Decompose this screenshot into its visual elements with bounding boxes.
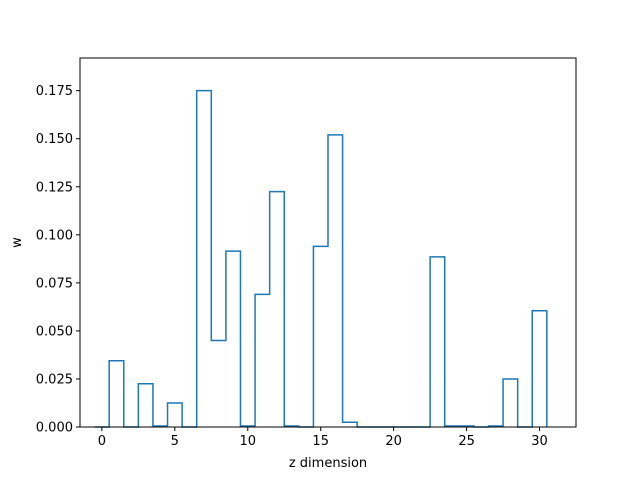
x-tick-label: 0: [98, 434, 106, 449]
y-tick-label: 0.050: [36, 324, 73, 339]
bar-23: [430, 257, 445, 427]
x-axis-ticks: 0 5 10 15 20 25 30: [98, 427, 548, 449]
x-axis-label: z dimension: [289, 456, 367, 471]
x-tick-label: 5: [171, 434, 179, 449]
x-tick-label: 20: [385, 434, 402, 449]
axes-frame: [79, 57, 577, 428]
y-tick-label: 0.025: [36, 372, 73, 387]
x-tick-label: 30: [531, 434, 548, 449]
bar-28: [503, 379, 518, 427]
x-tick-label: 15: [312, 434, 329, 449]
y-axis-label: w: [10, 237, 25, 248]
x-tick-label: 10: [239, 434, 256, 449]
bar-11: [255, 294, 270, 427]
bar-7: [197, 91, 212, 427]
y-tick-label: 0.150: [36, 132, 73, 147]
y-tick-label: 0.000: [36, 421, 73, 436]
x-tick-label: 25: [458, 434, 475, 449]
y-axis-ticks: 0.000 0.025 0.050 0.075 0.100 0.125 0.150 0.175: [36, 84, 80, 436]
bar-3: [138, 384, 153, 427]
bar-15: [313, 246, 328, 427]
y-tick-label: 0.175: [36, 84, 73, 99]
bar-12: [270, 192, 285, 427]
bar-8: [211, 341, 226, 427]
bar-9: [226, 251, 241, 427]
bar-16: [328, 135, 343, 427]
y-tick-label: 0.075: [36, 276, 73, 291]
bar-5: [168, 403, 183, 427]
y-tick-label: 0.125: [36, 180, 73, 195]
y-tick-label: 0.100: [36, 228, 73, 243]
bar-17: [343, 422, 358, 427]
bar-1: [109, 361, 124, 427]
bar-30: [532, 311, 547, 427]
